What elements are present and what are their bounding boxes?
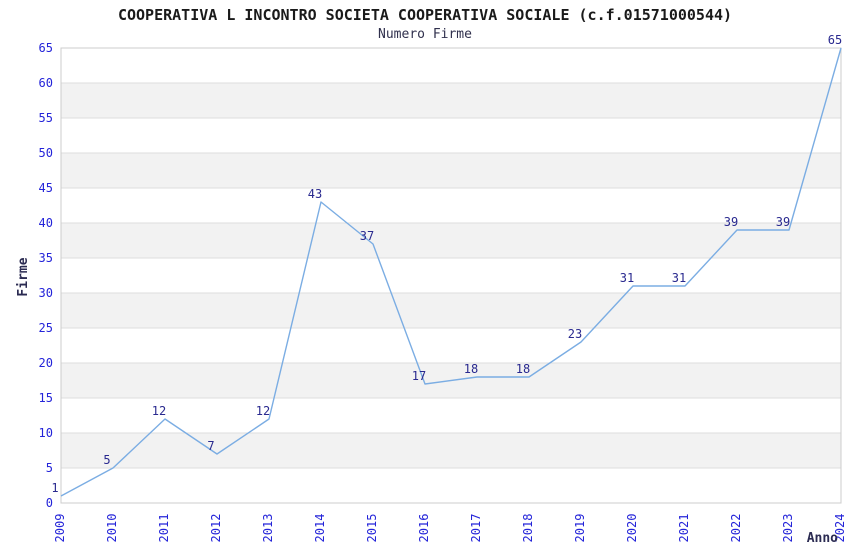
point-label: 31 (672, 271, 686, 285)
point-label: 23 (568, 327, 582, 341)
point-label: 18 (516, 362, 530, 376)
x-tick-label: 2019 (573, 514, 587, 543)
x-tick-label: 2023 (781, 514, 795, 543)
x-tick-label: 2012 (209, 514, 223, 543)
x-tick-label: 2009 (53, 514, 67, 543)
point-label: 39 (724, 215, 738, 229)
y-tick-label: 60 (39, 76, 53, 90)
y-tick-label: 10 (39, 426, 53, 440)
alt-band (61, 293, 841, 328)
x-tick-label: 2014 (313, 514, 327, 543)
y-tick-label: 5 (46, 461, 53, 475)
y-axis-title: Firme (16, 257, 31, 296)
x-tick-label: 2010 (105, 514, 119, 543)
y-tick-label: 65 (39, 41, 53, 55)
point-label: 7 (207, 439, 214, 453)
x-tick-label: 2020 (625, 514, 639, 543)
y-tick-label: 30 (39, 286, 53, 300)
y-tick-label: 0 (46, 496, 53, 510)
alt-band (61, 153, 841, 188)
x-tick-label: 2013 (261, 514, 275, 543)
point-label: 65 (828, 33, 842, 47)
point-label: 12 (256, 404, 270, 418)
point-label: 39 (776, 215, 790, 229)
point-label: 18 (464, 362, 478, 376)
chart-title: COOPERATIVA L INCONTRO SOCIETA COOPERATI… (117, 6, 733, 24)
x-tick-label: 2024 (833, 514, 847, 543)
x-tick-label: 2011 (157, 514, 171, 543)
x-axis-title: Anno (807, 531, 838, 546)
plot-border (60, 47, 842, 504)
y-tick-label: 35 (39, 251, 53, 265)
y-tick-label: 20 (39, 356, 53, 370)
x-tick-label: 2015 (365, 514, 379, 543)
alt-band (61, 223, 841, 258)
y-tick-label: 25 (39, 321, 53, 335)
y-tick-label: 15 (39, 391, 53, 405)
x-tick-label: 2017 (469, 514, 483, 543)
point-label: 37 (360, 229, 374, 243)
x-tick-label: 2016 (417, 514, 431, 543)
point-label: 31 (620, 271, 634, 285)
point-label: 17 (412, 369, 426, 383)
alt-band (61, 83, 841, 118)
y-tick-label: 40 (39, 216, 53, 230)
point-label: 12 (152, 404, 166, 418)
alt-band (61, 433, 841, 468)
x-tick-label: 2018 (521, 514, 535, 543)
y-tick-label: 50 (39, 146, 53, 160)
point-label: 5 (103, 453, 110, 467)
chart-subtitle: Numero Firme (378, 27, 472, 42)
data-line (60, 47, 842, 497)
y-tick-label: 55 (39, 111, 53, 125)
x-tick-label: 2022 (729, 514, 743, 543)
x-tick-label: 2021 (677, 514, 691, 543)
point-label: 43 (308, 187, 322, 201)
point-label: 1 (51, 481, 58, 495)
y-tick-label: 45 (39, 181, 53, 195)
